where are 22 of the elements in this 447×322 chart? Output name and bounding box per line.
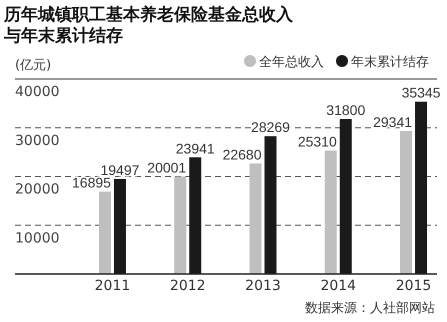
data-label: 25310	[298, 134, 337, 150]
y-tick-label: 20000	[15, 182, 60, 198]
y-tick-label: 30000	[15, 132, 60, 149]
data-label: 23941	[176, 140, 215, 156]
source-note: 数据来源：人社部网站	[305, 301, 435, 316]
data-label: 22680	[222, 146, 262, 162]
chart-title: 历年城镇职工基本养老保险基金总收入与年末累计结存	[3, 5, 294, 46]
y-axis-title: (亿元)	[15, 58, 52, 73]
data-label: 31800	[326, 102, 366, 118]
x-tick-label: 2013	[245, 278, 281, 294]
data-label: 35345	[402, 84, 441, 101]
data-label: 20001	[147, 159, 186, 176]
legend-label: 年末累计结存	[351, 55, 429, 70]
data-label: 28269	[251, 119, 290, 136]
x-tick-label: 2012	[170, 278, 206, 294]
y-tick-label: 40000	[15, 84, 60, 100]
y-tick-label: 10000	[15, 230, 60, 246]
x-tick-label: 2011	[94, 278, 130, 294]
x-tick-label: 2014	[320, 278, 356, 294]
data-label: 29341	[373, 114, 412, 130]
x-tick-label: 2015	[396, 278, 432, 294]
legend-label: 全年总收入	[259, 55, 324, 70]
